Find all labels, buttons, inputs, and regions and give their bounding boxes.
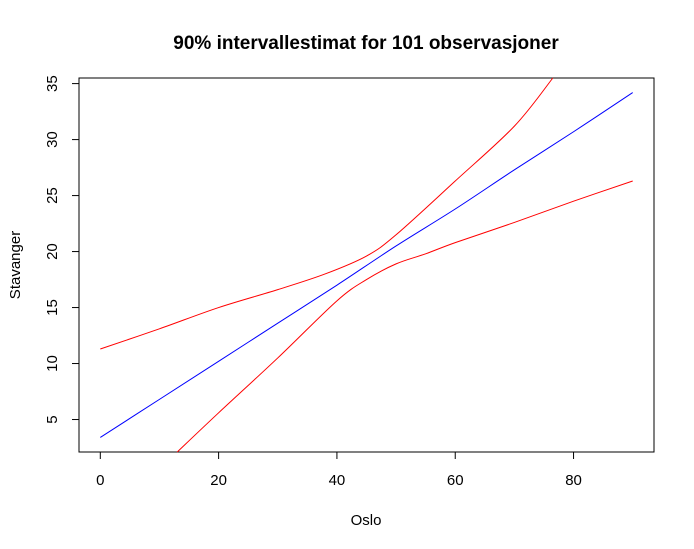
- y-tick-label: 30: [44, 131, 61, 148]
- series-fit-line: [100, 92, 633, 438]
- x-tick-label: 40: [329, 472, 346, 489]
- y-tick-label: 35: [44, 75, 61, 92]
- x-axis: 0 20 40 60 80: [96, 451, 582, 489]
- y-tick-label: 25: [44, 187, 61, 204]
- chart-title: 90% intervallestimat for 101 observasjon…: [173, 33, 559, 54]
- y-tick-label: 20: [44, 243, 61, 260]
- series-upper-bound: [100, 77, 554, 350]
- series-layer: [100, 77, 633, 453]
- series-lower-bound: [176, 180, 633, 453]
- x-tick-label: 0: [96, 472, 104, 489]
- y-tick-label: 5: [44, 415, 61, 423]
- y-tick-label: 15: [44, 299, 61, 316]
- x-tick-label: 20: [210, 472, 227, 489]
- y-tick-label: 10: [44, 355, 61, 372]
- y-axis: 5 10 15 20 25 30 35: [44, 75, 80, 424]
- x-tick-label: 80: [565, 472, 582, 489]
- y-axis-label: Stavanger: [7, 231, 24, 299]
- x-tick-label: 60: [447, 472, 464, 489]
- x-axis-label: Oslo: [351, 512, 382, 529]
